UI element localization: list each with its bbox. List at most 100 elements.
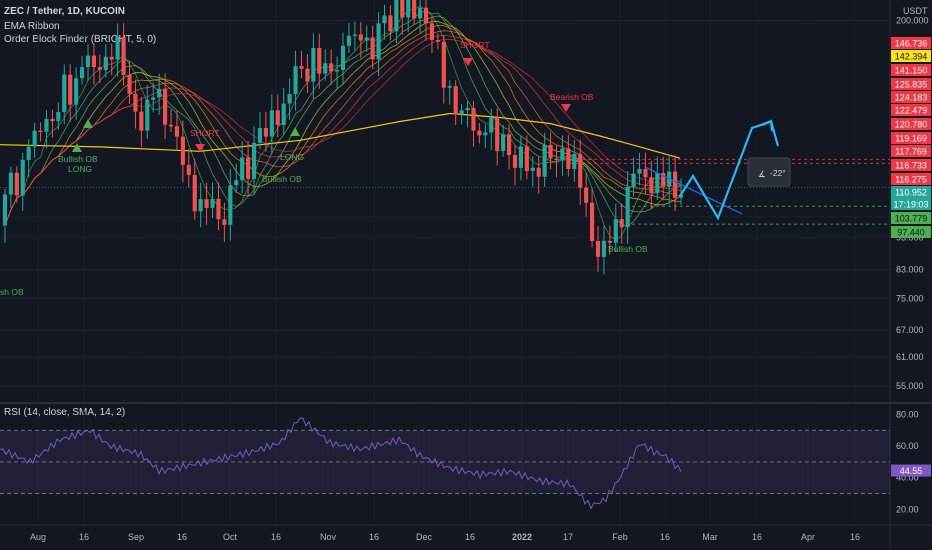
candle-body [151, 97, 156, 100]
candle-body [631, 173, 636, 187]
candle-body [74, 78, 79, 105]
candle-body [263, 128, 268, 137]
candle-body [246, 157, 251, 179]
signal-annotation: Bullish OB [262, 174, 302, 184]
candle-body [619, 219, 624, 228]
candle-body [595, 240, 601, 257]
candle-body [222, 219, 227, 225]
price-tag-label: 141.150 [895, 66, 928, 76]
candle-body [20, 159, 25, 196]
price-tag-label: 146.736 [895, 39, 928, 49]
price-tag-label: 142.394 [895, 52, 928, 62]
signal-annotation: LONG [280, 152, 304, 162]
price-tag [891, 64, 931, 76]
signal-annotation: Bullish OB [608, 244, 648, 254]
y-tick-label: 55.000 [896, 381, 924, 391]
candle-body [435, 40, 440, 42]
candle-body [655, 172, 660, 194]
price-tag-label: 116.733 [895, 161, 927, 171]
candle-body [14, 172, 19, 196]
rsi-tick-label: 80.00 [896, 409, 919, 419]
candle-body [649, 177, 654, 194]
price-tag-label: 117.769 [895, 147, 927, 157]
x-tick-label: 17 [563, 532, 573, 542]
candle-body [465, 107, 470, 111]
x-tick-label: Oct [223, 532, 238, 542]
x-tick-label: Apr [801, 532, 815, 542]
candle-body [613, 219, 618, 243]
angle-label: -22° [770, 168, 786, 178]
candle-body [79, 67, 85, 79]
candle-body [281, 103, 286, 126]
rsi-tick-label: 60.00 [896, 441, 919, 451]
ema-ribbon-line [4, 38, 682, 226]
candle-body [145, 99, 150, 131]
price-tag-label: 122.479 [895, 106, 928, 116]
candle-body [50, 118, 55, 122]
price-tag [891, 91, 931, 103]
candle-body [388, 15, 393, 32]
candle-body [518, 146, 523, 168]
candle-body [257, 128, 263, 143]
candle-body [121, 36, 126, 76]
candle-body [447, 86, 452, 88]
trendline [645, 166, 743, 215]
y-tick-label: 83.000 [896, 265, 924, 275]
candle-body [643, 168, 648, 178]
candle-body [406, 0, 411, 18]
candle-body [180, 136, 185, 165]
candle-body [228, 185, 233, 225]
candle-body [56, 111, 61, 122]
candle-body [109, 56, 114, 60]
candle-body [471, 107, 476, 131]
candle-body [317, 47, 322, 74]
x-tick-label: Dec [416, 532, 433, 542]
candle-body [204, 199, 209, 208]
candle-body [62, 74, 67, 112]
candle-body [400, 0, 405, 18]
ema-ribbon-legend[interactable]: EMA Ribbon [4, 21, 60, 32]
price-tag-label: 103.779 [895, 214, 928, 224]
short-marker [195, 144, 205, 152]
price-tag [891, 37, 931, 49]
price-tag-label: 120.780 [895, 120, 928, 130]
candle-body [601, 240, 607, 257]
candle-body [625, 186, 630, 228]
signal-annotation: SHORT [460, 40, 490, 50]
rsi-line [0, 417, 682, 510]
candle-body [572, 153, 577, 169]
candle-body [38, 130, 43, 132]
candle-body [299, 66, 304, 69]
candle-body [234, 180, 239, 186]
candle-body [210, 198, 215, 208]
candle-body [542, 144, 547, 177]
long-marker [72, 143, 82, 152]
signal-annotation: sh OB [0, 287, 24, 297]
price-tag-label: 119.169 [895, 134, 927, 144]
candle-body [477, 130, 482, 136]
rsi-legend[interactable]: RSI (14, close, SMA, 14, 2) [4, 407, 126, 418]
candle-body [157, 88, 162, 98]
price-tag-label: 110.952 [895, 188, 927, 198]
signal-annotation: LONG [68, 164, 92, 174]
order-block-legend[interactable]: Order Block Finder (BRIGHT, 5, 0) [4, 34, 157, 45]
candle-body [334, 69, 340, 72]
signal-annotation: Bullish OB [58, 154, 98, 164]
candle-body [91, 55, 96, 68]
candle-body [578, 153, 583, 188]
candle-body [489, 117, 494, 133]
candle-body [483, 132, 488, 136]
long-marker [83, 119, 93, 128]
candle-body [192, 175, 197, 212]
candle-body [293, 66, 298, 95]
candle-body [8, 172, 13, 195]
candle-body [275, 110, 280, 126]
candle-body [32, 130, 37, 147]
x-tick-label: 16 [177, 532, 187, 542]
short-marker [463, 58, 473, 66]
short-marker [561, 104, 571, 112]
projection-arrow [761, 119, 780, 147]
candle-body [412, 0, 417, 19]
candle-body [26, 146, 31, 160]
